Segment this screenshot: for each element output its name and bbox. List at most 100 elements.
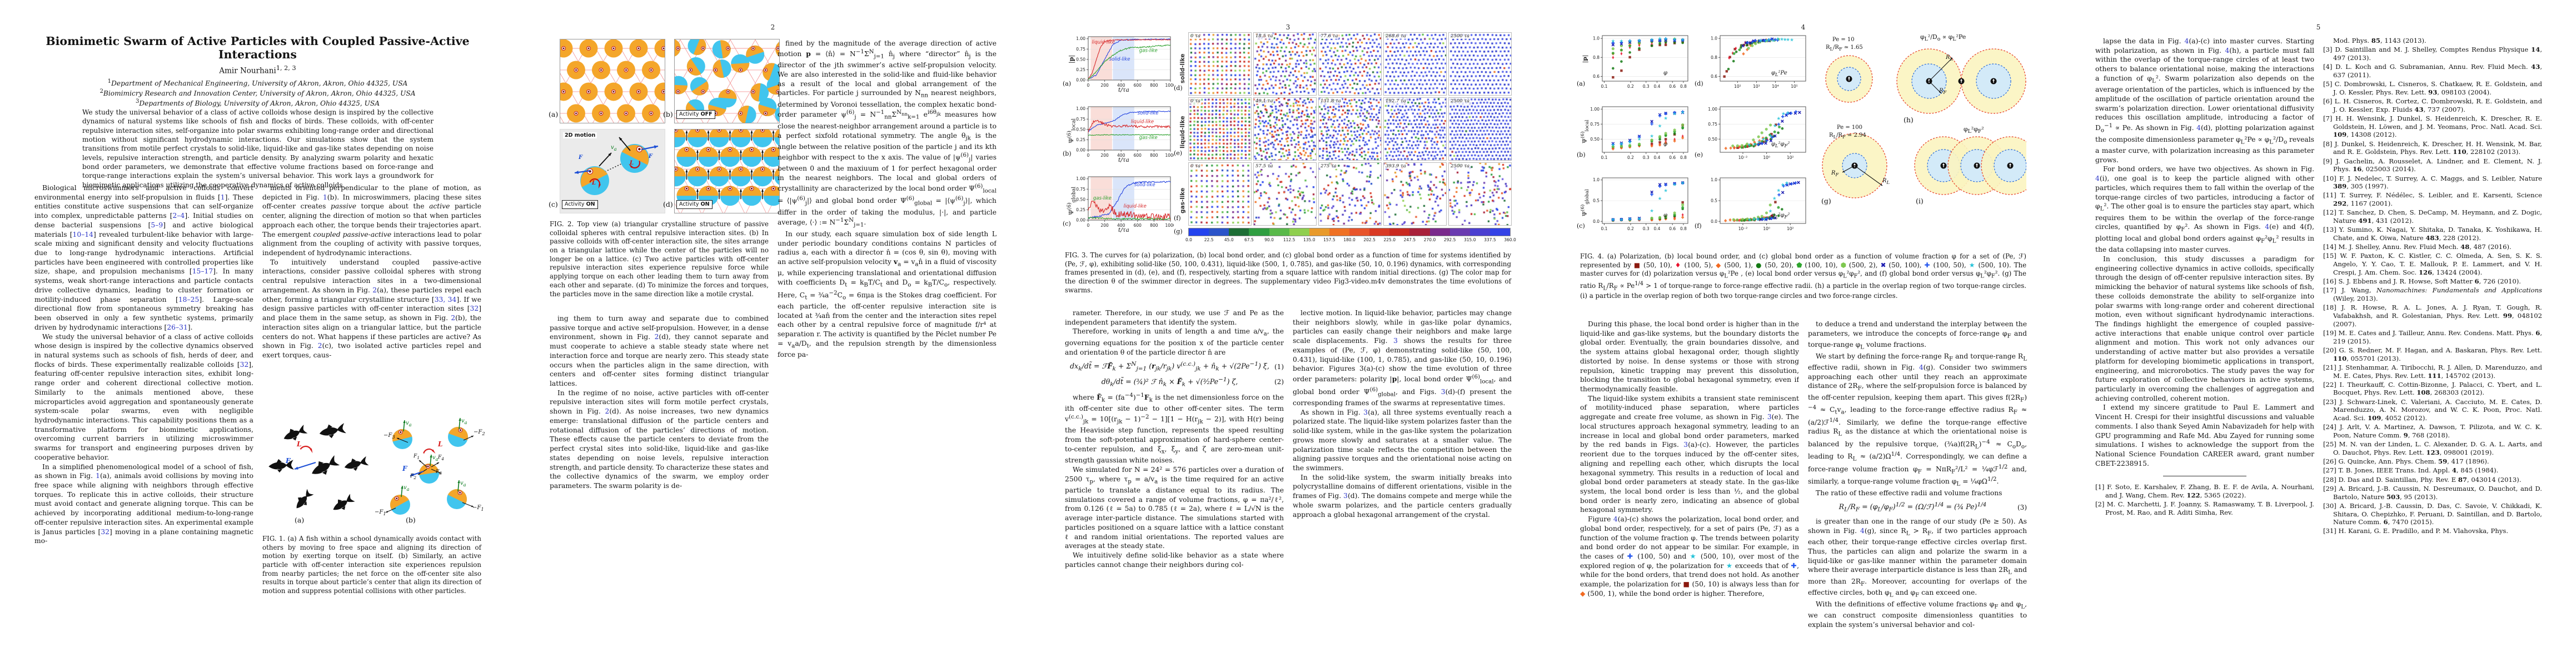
colorbar-segment: [1289, 228, 1309, 236]
equation: dxk/dt̃ = ℱF̃k + ΣNj=1 (rjk/rjk) v(c.c.)…: [1070, 361, 1284, 372]
fig3-frame-time: 192.7 τa: [1384, 98, 1407, 104]
velocity-label: va: [611, 145, 617, 152]
fig4-panel-tag: (c): [1577, 222, 1585, 230]
figure-4-caption: FIG. 4. (a) Polarization, (b) local boun…: [1580, 252, 2027, 300]
fig4-panel-tag: (d): [1695, 80, 1703, 87]
fig3-snapshot: 77.6 τa: [1318, 32, 1382, 96]
fig3-chart-tag: (c): [1063, 220, 1071, 227]
paragraph: In the solid-like system, the swarm init…: [1293, 473, 1512, 519]
svg-text:1.0: 1.0: [1711, 177, 1717, 182]
fig3-frame-time: 77.6 τa: [1319, 33, 1339, 39]
svg-text:0.50: 0.50: [1076, 127, 1085, 132]
figure-4-panels: 0.1 0.2 0.3 0.4 0.6 0.8 0.6 0.8 1.0 φ |p| (a) 0.1 0.2…: [1577, 32, 2040, 249]
fig4-scatter-c: 0.1 0.2 0.3 0.4 0.6 0.8 0.0 0.5 1.0 φ Ψ(6)global: [1580, 175, 1691, 243]
fig4-panel-tag: (e): [1695, 151, 1703, 158]
swarm-frame-canvas: [1384, 98, 1446, 160]
reference-item: [11] T. Surrey, F. Nédélec, S. Leibler, …: [2323, 191, 2542, 208]
p4-column-right: to deduce a trend and understand the int…: [1808, 320, 2027, 639]
fig3-frame-time: 49.1 τa: [1254, 98, 1274, 104]
swarm-frame-canvas: [1254, 98, 1316, 160]
svg-text:600: 600: [1134, 83, 1142, 88]
svg-text:800: 800: [1150, 83, 1158, 88]
fig3-snapshot: 0 τa: [1188, 162, 1252, 226]
figure-2-panel-tag: (c): [549, 200, 558, 208]
colorbar-segment: [1269, 228, 1289, 236]
reference-item: [15] W. F. Paxton, K. C. Kistler, C. C. …: [2323, 252, 2542, 276]
activity-on-badge: Activity ON: [562, 200, 598, 209]
page-3: 3 020040060080010000.000.250.500.751.00s…: [1030, 0, 1546, 667]
fig3-row-label: solid-like: [1179, 53, 1186, 83]
svg-text:10⁻²: 10⁻²: [1738, 155, 1748, 160]
figure-2-panel: [462, 34, 769, 132]
reference-item: [25] M. N. van der Linden, L. C. Alexand…: [2323, 440, 2542, 456]
svg-text:0.0: 0.0: [1593, 219, 1600, 224]
force-label: −F3: [383, 432, 395, 440]
y-axis-label: Ψ(6)local: [1066, 118, 1077, 143]
svg-text:200: 200: [1100, 153, 1109, 158]
p1-column-right: ments oriented perpendicular to the plan…: [262, 183, 481, 408]
fig4-scatter-b: 0.1 0.2 0.3 0.4 0.6 0.8 0.50 0.75 1.00 φ Ψ(6)local: [1580, 103, 1691, 172]
svg-text:800: 800: [1150, 223, 1158, 228]
svg-text:600: 600: [1134, 153, 1142, 158]
svg-text:0.25: 0.25: [1076, 67, 1085, 72]
p3-column-right: lective motion. In liquid-like behavior,…: [1293, 308, 1512, 639]
svg-text:0.75: 0.75: [1708, 122, 1717, 127]
paragraph: The ratio of these effective radii and v…: [1816, 489, 2002, 497]
colorbar-segment: [1209, 228, 1229, 236]
torque-label-L: L: [630, 160, 634, 166]
paragraph: ments oriented perpendicular to the plan…: [262, 184, 481, 257]
svg-text:0.50: 0.50: [1590, 137, 1600, 142]
fig3-frame-time: 2500 τa: [1449, 33, 1471, 39]
fig3-frame-time: 393.9 τa: [1384, 163, 1407, 169]
fig3-snapshot: 131.8 τa: [1318, 97, 1382, 161]
fig3-colorbar-tick: 337.5: [1484, 237, 1496, 242]
paragraph: 3Departments of Biology, University of A…: [135, 98, 380, 108]
swarm-frame-canvas: [1189, 33, 1251, 95]
swarm-frame-canvas: [1384, 33, 1446, 95]
force-label: F3: [436, 469, 442, 476]
reference-item: [3] D. Saintillan and M. J. Shelley, Com…: [2323, 46, 2542, 62]
page-number-3: 3: [1285, 23, 1291, 31]
paragraph: We start by defining the force-range RF …: [1808, 352, 2027, 487]
svg-text:1.00: 1.00: [1076, 36, 1085, 41]
torque-label-L: L: [438, 440, 443, 448]
fig3-snapshot: 275 τa: [1318, 162, 1382, 226]
svg-text:0.1: 0.1: [1601, 84, 1608, 89]
figure-2-panel-tag: (d): [663, 200, 673, 208]
reference-item: [18] J. R. Howse, R. A. L. Jones, A. J. …: [2323, 303, 2542, 328]
fig3-snapshot: 393.9 τa: [1383, 162, 1447, 226]
fish-silhouette: [333, 494, 355, 510]
page-number-4: 4: [1801, 23, 1806, 31]
colorbar-segment: [1309, 228, 1329, 236]
fig3-snapshot: 2500 τa: [1448, 97, 1512, 161]
svg-text:1.00: 1.00: [1590, 107, 1600, 112]
affiliations: 1Department of Mechanical Engineering, U…: [0, 78, 515, 108]
force-label: −F2: [474, 429, 485, 436]
author-superscript: 1, 2, 3: [276, 64, 296, 72]
svg-text:0.3: 0.3: [1643, 155, 1650, 160]
svg-text:0.4: 0.4: [1653, 226, 1660, 231]
svg-text:0.75: 0.75: [1076, 117, 1085, 122]
force-label: F1: [413, 454, 420, 460]
force-label: −F1: [472, 505, 484, 512]
fig4-scatter-d: 10² 10³ 10⁴ 10⁵ 0.6 0.8 1.0 φL²Pe: [1698, 32, 1809, 101]
svg-text:0.75: 0.75: [1590, 122, 1600, 127]
colorbar-segment: [1429, 228, 1450, 236]
figure-3-panels: 020040060080010000.000.250.500.751.00sol…: [1063, 32, 1516, 248]
colorbar-segment: [1409, 228, 1430, 236]
reference-item: [1] F. Soto, E. Karshalev, F. Zhang, B. …: [2095, 483, 2314, 500]
reference-item: [5] C. Dombrowski, L. Cisneros, S. Chatk…: [2323, 80, 2542, 96]
reference-item: [13] Y. Sumino, K. Nagai, Y. Shitaka, D.…: [2323, 226, 2542, 242]
fig3-snapshot: 57.5 τa: [1253, 162, 1317, 226]
fig3-snapshot: 49.1 τa: [1253, 97, 1317, 161]
paragraph: In the regime of no noise, active partic…: [550, 389, 769, 490]
svg-text:10⁰: 10⁰: [1763, 155, 1770, 160]
fig3-snapshot: 0 τa: [1188, 97, 1252, 161]
colorbar-segment: [1249, 228, 1269, 236]
fig4-x-label: φL²φF²: [1771, 141, 1790, 148]
p2-column-left: ing them to turn away and separate due t…: [550, 314, 769, 639]
fig3-frame-time: 2500 τa: [1449, 98, 1471, 104]
paragraph: The liquid-like system exhibits a transi…: [1580, 394, 1799, 514]
svg-text:0.00: 0.00: [1076, 148, 1085, 153]
